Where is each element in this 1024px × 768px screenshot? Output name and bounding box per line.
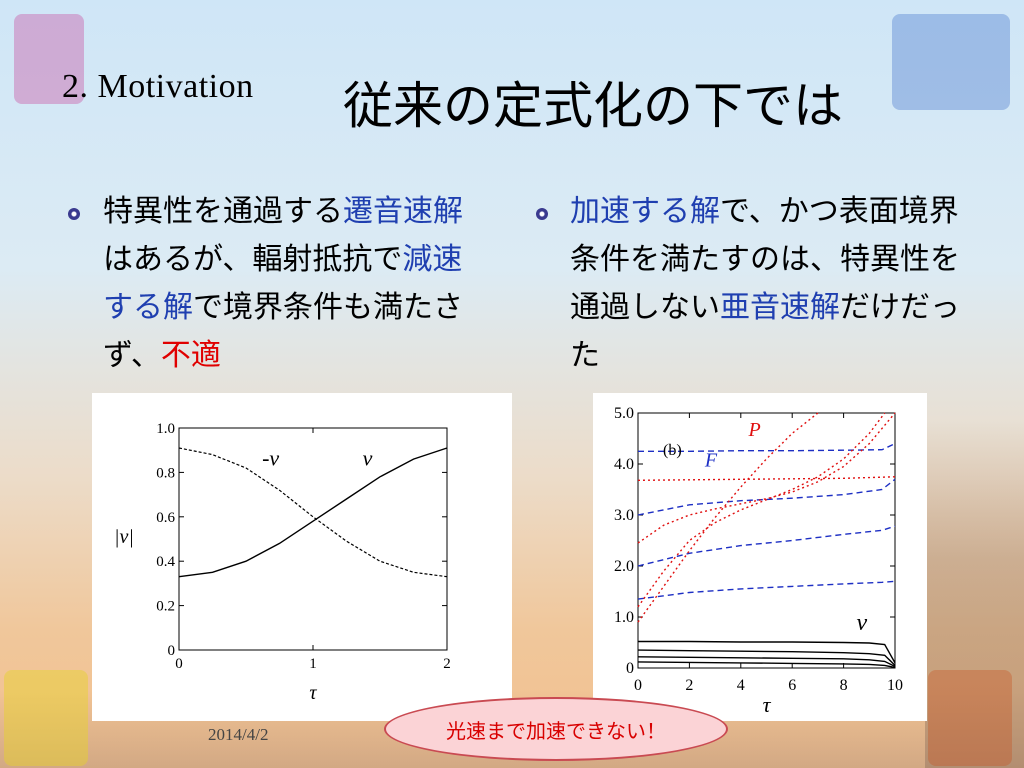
y-tick-label: 1.0 [614, 609, 634, 626]
plot-frame [178, 427, 448, 651]
callout-bubble: 光速まで加速できない！ [384, 697, 728, 761]
bullet-icon [536, 208, 548, 220]
dragon-mascot-top-left [14, 14, 84, 104]
bullet-2-segment: だけだった [570, 290, 960, 373]
y-axis-label: |v| [114, 526, 134, 548]
y-tick-label: 5.0 [614, 405, 634, 422]
y-tick-label: 0.6 [156, 510, 175, 526]
y-tick-label: 2.0 [614, 558, 634, 575]
series-line-v [637, 649, 896, 666]
y-tick-label: 3.0 [614, 507, 634, 524]
x-tick-label: 10 [887, 677, 903, 694]
y-tick-label: 1.0 [156, 421, 175, 437]
bullet-1-segment: 特異性を通過する [103, 194, 343, 229]
pagoda-silhouette [925, 420, 1024, 768]
x-tick-label: 4 [737, 677, 745, 694]
panel-label: (b) [663, 442, 682, 459]
blue-dragon-mascot-top-right [892, 14, 1010, 110]
series-line-P [637, 412, 896, 544]
callout-text: 光速まで加速できない！ [446, 718, 666, 743]
annotation-p: P [748, 419, 761, 441]
y-tick-label: 0 [626, 660, 634, 677]
series-line-F [638, 442, 896, 452]
x-tick-label: 8 [840, 677, 848, 694]
y-tick-label: 4.0 [614, 456, 634, 473]
bullet-icon [68, 208, 80, 220]
series-line-P [637, 412, 886, 608]
bullet-text-1: 特異性を通過する遷音速解はあるが、輻射抵抗で減速する解で境界条件も満たさず、不適 [103, 188, 491, 380]
series-line-F [637, 525, 896, 567]
parameter-chart-svg: 0 2 4 6 8 10 0 1.0 2.0 3.0 4.0 5.0 τ (b) P Fv [614, 405, 903, 717]
slide-title: 従来の定式化の下では [343, 77, 843, 135]
x-tick-label: 2 [685, 677, 693, 694]
annotation-neg-v: -v [262, 446, 279, 471]
series-line-P [637, 476, 896, 481]
x-tick-label: 6 [788, 677, 796, 694]
annotation-f: F [704, 450, 718, 472]
bullet-2-segment: で、かつ表面境界条件を満たすのは、特異性を通過しない [570, 194, 960, 325]
annotation-v: v [363, 446, 373, 471]
series-line-v [637, 661, 896, 669]
x-tick-label: 0 [634, 677, 642, 694]
bullet-1-segment: 不適 [160, 338, 221, 373]
bullet-1-segment: 遷音速解 [343, 194, 463, 229]
velocity-chart: 0 1 2 0 0.2 0.4 0.6 0.8 1.0 τ |v| -v v [92, 393, 512, 721]
y-tick-label: 0.8 [156, 465, 175, 481]
x-axis-label: τ [763, 692, 772, 717]
y-tick-label: 0.4 [156, 554, 175, 570]
bullet-2-segment: 亜音速解 [720, 290, 840, 325]
section-label: 2. Motivation [62, 68, 254, 105]
series-line-F [637, 580, 896, 600]
y-tick-label: 0.2 [156, 599, 175, 615]
slide-date: 2014/4/2 [208, 725, 269, 744]
bullet-1-segment: で境界条件も満たさず、 [103, 290, 463, 373]
series-line-v [638, 640, 896, 664]
yellow-cat-mascot-bottom-left [4, 670, 88, 766]
velocity-chart-svg: 0 1 2 0 0.2 0.4 0.6 0.8 1.0 τ |v| -v v [114, 421, 451, 704]
y-tick-label: 0 [168, 643, 176, 659]
bullet-2-segment: 加速する解 [570, 194, 720, 229]
plot-frame [637, 412, 896, 669]
annotation-v: v [856, 610, 867, 636]
bullet-1-segment: はあるが、輻射抵抗で [103, 242, 403, 277]
series-line-v [178, 447, 448, 578]
series-line-P [637, 412, 819, 623]
phoenix-mascot-bottom-right [928, 670, 1012, 766]
x-tick-label: 1 [309, 656, 317, 672]
bullet-text-2: 加速する解で、かつ表面境界条件を満たすのは、特異性を通過しない亜音速解だけだった [570, 188, 962, 380]
series-line--v [178, 447, 448, 578]
bullet-1-segment: 減速する解 [103, 242, 463, 325]
x-axis-label: τ [309, 682, 317, 704]
x-tick-label: 2 [443, 656, 451, 672]
series-line-F [637, 478, 896, 516]
x-tick-label: 0 [175, 656, 183, 672]
series-line-v [637, 656, 896, 668]
